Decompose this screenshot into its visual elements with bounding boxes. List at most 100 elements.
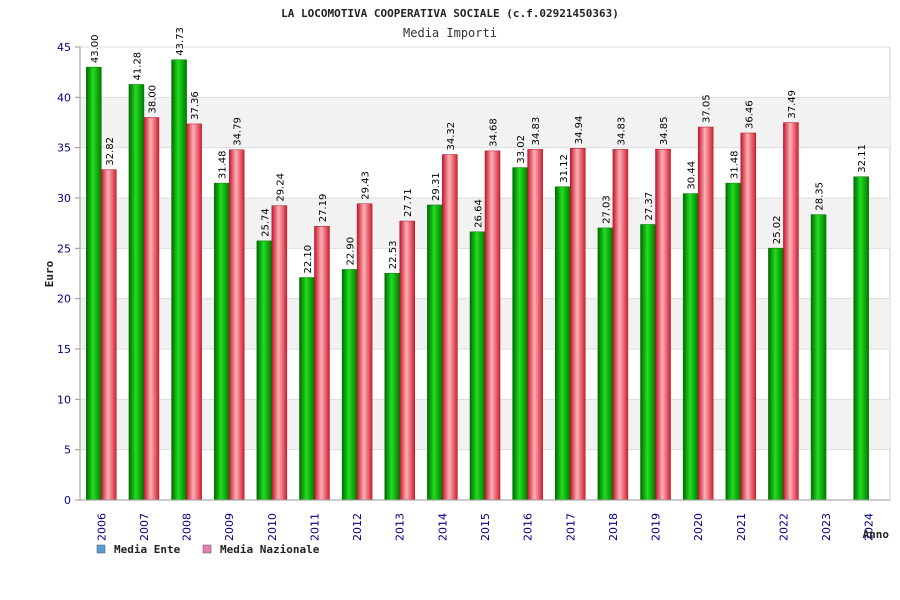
- bar-media-ente: [341, 269, 358, 501]
- x-tick-label: 2014: [436, 513, 449, 541]
- value-label-media-ente: 27.37: [644, 192, 655, 221]
- bar-media-nazionale: [399, 220, 415, 501]
- x-tick-label: 2023: [820, 513, 833, 541]
- bar-media-nazionale: [527, 149, 543, 501]
- value-label-media-ente: 27.03: [601, 195, 612, 224]
- bar-media-nazionale: [143, 117, 160, 501]
- value-label-media-ente: 30.44: [687, 161, 698, 190]
- x-tick-label: 2011: [308, 513, 321, 541]
- bar-media-nazionale: [314, 226, 330, 501]
- value-label-media-ente: 26.64: [474, 199, 485, 228]
- y-tick-label: 10: [57, 393, 71, 406]
- y-tick-label: 35: [57, 142, 71, 155]
- labels: 0 5 10 15 20 25 30 35 40 45 43.00 32.82 2006 41.28 38.…: [57, 27, 876, 541]
- value-label-media-nazionale: 34.94: [574, 116, 585, 145]
- bar-media-ente: [555, 186, 571, 501]
- value-label-media-nazionale: 29.43: [361, 171, 372, 200]
- y-tick-label: 0: [64, 494, 71, 507]
- value-label-media-nazionale: 37.49: [787, 90, 798, 119]
- legend-swatch-media-ente: [96, 544, 106, 554]
- legend-label-media-ente: Media Ente: [114, 543, 181, 556]
- bar-media-ente: [256, 240, 273, 501]
- bar-media-nazionale: [186, 123, 202, 501]
- value-label-media-ente: 25.74: [260, 208, 271, 237]
- value-label-media-nazionale: 34.83: [616, 117, 627, 146]
- value-label-media-ente: 41.28: [132, 52, 143, 81]
- x-tick-label: 2024: [863, 513, 876, 541]
- bar-media-nazionale: [484, 150, 501, 501]
- chart-subtitle: Media Importi: [403, 26, 497, 40]
- value-label-media-ente: 43.73: [175, 27, 186, 56]
- bar-media-nazionale: [356, 203, 373, 501]
- bar-media-ente: [128, 84, 145, 501]
- x-tick-label: 2007: [138, 513, 151, 541]
- value-label-media-nazionale: 34.79: [233, 117, 244, 146]
- bar-media-ente: [86, 66, 102, 501]
- bar-media-nazionale: [442, 154, 458, 501]
- value-label-media-nazionale: 37.05: [702, 94, 713, 123]
- value-label-media-nazionale: 34.68: [489, 118, 500, 147]
- x-tick-label: 2017: [564, 513, 577, 541]
- bar-media-ente: [171, 59, 187, 501]
- value-label-media-ente: 29.31: [431, 172, 442, 201]
- x-tick-label: 2016: [522, 513, 535, 541]
- bar-media-ente: [213, 182, 230, 501]
- value-label-media-nazionale: 29.24: [275, 173, 286, 202]
- value-label-media-ente: 43.00: [90, 34, 101, 63]
- value-label-media-ente: 22.90: [346, 237, 357, 266]
- value-label-media-ente: 31.12: [559, 154, 570, 183]
- bar-media-nazionale: [101, 169, 117, 501]
- axes: [75, 46, 890, 501]
- x-tick-label: 2015: [479, 513, 492, 541]
- legend: Media Ente Media Nazionale: [96, 543, 320, 556]
- bar-media-nazionale: [740, 132, 757, 501]
- bar-media-ente: [597, 227, 614, 501]
- value-label-media-nazionale: 36.46: [744, 100, 755, 129]
- x-tick-label: 2022: [777, 513, 790, 541]
- value-label-media-nazionale: 34.32: [446, 122, 457, 151]
- y-tick-label: 15: [57, 343, 71, 356]
- bar-media-nazionale: [612, 149, 629, 501]
- value-label-media-nazionale: 34.85: [659, 117, 670, 146]
- x-tick-label: 2021: [735, 513, 748, 541]
- value-label-media-nazionale: 27.19: [318, 194, 329, 223]
- x-tick-label: 2018: [607, 513, 620, 541]
- bar-media-nazionale: [271, 205, 288, 501]
- x-axis-label: Anno: [863, 528, 890, 541]
- x-tick-label: 2009: [223, 513, 236, 541]
- x-tick-label: 2020: [692, 513, 705, 541]
- value-label-media-nazionale: 34.83: [531, 117, 542, 146]
- x-tick-label: 2019: [650, 513, 663, 541]
- bar-media-nazionale: [655, 148, 671, 501]
- x-tick-label: 2008: [181, 513, 194, 541]
- y-tick-label: 45: [57, 41, 71, 54]
- value-label-media-nazionale: 27.71: [403, 188, 414, 217]
- x-tick-label: 2010: [266, 513, 279, 541]
- x-tick-label: 2012: [351, 513, 364, 541]
- y-tick-label: 5: [64, 444, 71, 457]
- value-label-media-ente: 31.48: [218, 150, 229, 179]
- bar-media-ente: [768, 247, 784, 501]
- value-label-media-ente: 33.02: [516, 135, 527, 164]
- bar-media-ente: [512, 167, 528, 501]
- bar-media-ente: [810, 214, 827, 501]
- legend-swatch-media-nazionale: [202, 544, 212, 554]
- bar-media-ente: [853, 176, 869, 501]
- x-tick-label: 2006: [95, 513, 108, 541]
- bar-media-ente: [725, 182, 742, 501]
- bar-media-ente: [469, 231, 486, 501]
- legend-label-media-nazionale: Media Nazionale: [220, 543, 320, 556]
- bars: [86, 59, 869, 501]
- y-tick-label: 30: [57, 192, 71, 205]
- y-tick-label: 20: [57, 293, 71, 306]
- x-tick-label: 2013: [394, 513, 407, 541]
- value-label-media-ente: 22.53: [388, 241, 399, 270]
- value-label-media-nazionale: 32.82: [105, 137, 116, 166]
- value-label-media-ente: 32.11: [857, 144, 868, 173]
- value-label-media-ente: 25.02: [772, 215, 783, 244]
- y-tick-label: 40: [57, 91, 71, 104]
- bar-media-nazionale: [697, 126, 714, 501]
- value-label-media-ente: 31.48: [729, 150, 740, 179]
- bar-media-nazionale: [783, 122, 799, 501]
